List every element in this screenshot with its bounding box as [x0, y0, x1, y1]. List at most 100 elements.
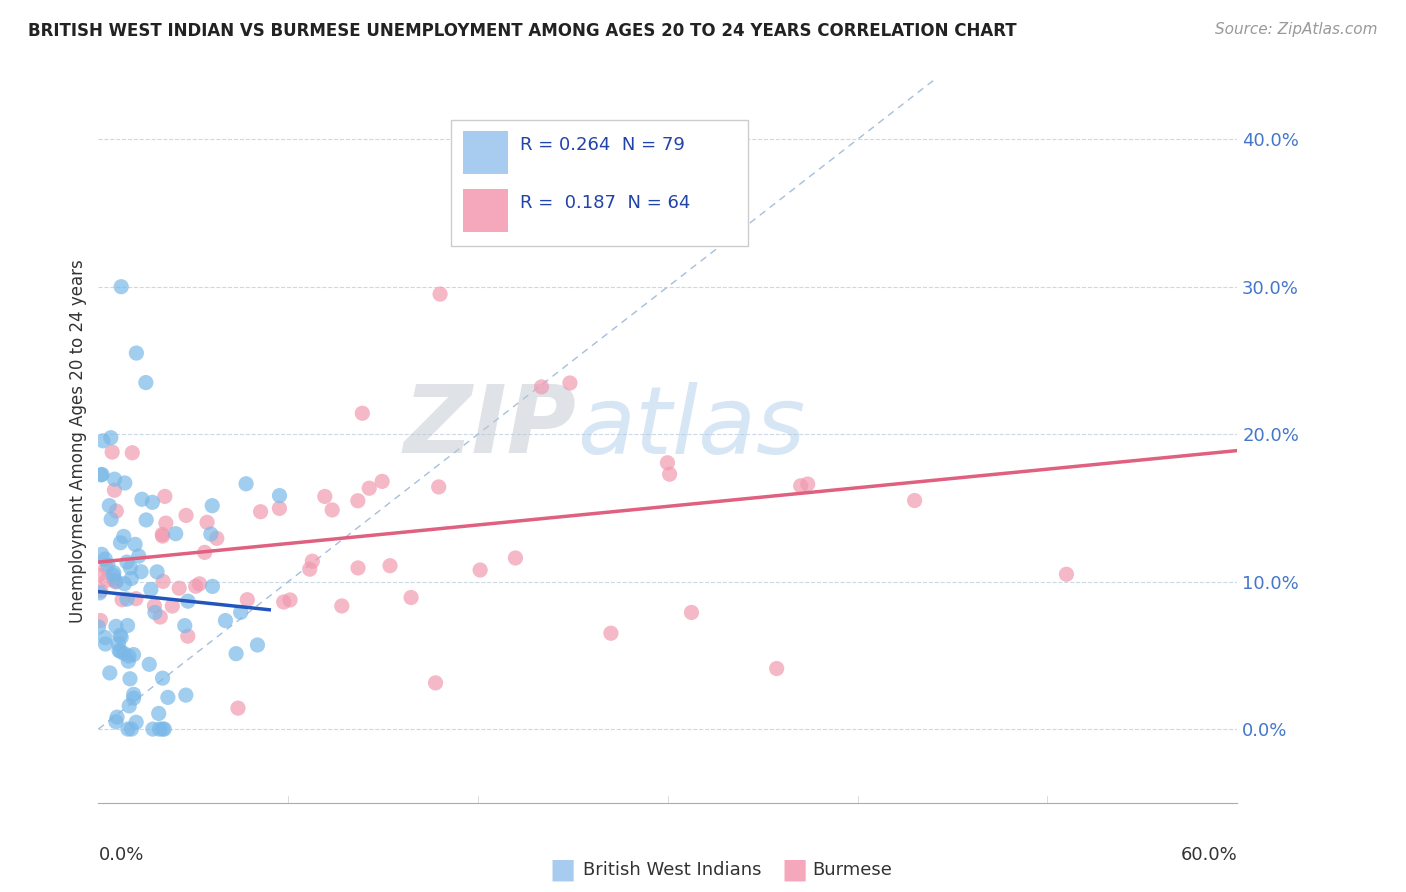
Point [112, 646, 135, 660]
Point [429, 287, 451, 301]
Point [120, 560, 142, 574]
Point [195, 516, 218, 530]
Point [148, 706, 170, 721]
Point [103, 568, 125, 582]
Point [347, 561, 370, 575]
Point [150, 527, 173, 541]
Point [94, 560, 117, 574]
Text: R = 0.264  N = 79: R = 0.264 N = 79 [520, 136, 685, 154]
Point [177, 629, 200, 643]
Point [114, 576, 136, 591]
Point [125, 346, 148, 360]
Point [148, 722, 170, 736]
Point [103, 566, 125, 580]
Point [177, 594, 200, 608]
Text: 0.0%: 0.0% [98, 847, 143, 864]
Point [120, 722, 142, 736]
Point [347, 493, 370, 508]
Point [314, 490, 336, 504]
Point [278, 593, 301, 607]
Point [108, 628, 131, 642]
Point [90, 547, 112, 561]
Point [117, 618, 139, 632]
Point [167, 581, 190, 595]
Point [115, 592, 138, 607]
Point [904, 493, 927, 508]
Point [121, 446, 143, 460]
Point [103, 472, 125, 486]
Point [427, 480, 450, 494]
Point [330, 599, 353, 613]
Point [118, 648, 141, 663]
Text: atlas: atlas [576, 382, 806, 473]
Point [188, 577, 211, 591]
Point [301, 554, 323, 568]
Point [117, 722, 139, 736]
Point [162, 599, 184, 613]
Point [152, 529, 174, 543]
Point [425, 676, 447, 690]
Point [114, 475, 136, 490]
Point [153, 490, 176, 504]
Point [91, 467, 114, 482]
Point [122, 691, 145, 706]
Point [146, 565, 169, 579]
Point [143, 606, 166, 620]
Point [399, 591, 422, 605]
Point [214, 614, 236, 628]
Point [600, 626, 623, 640]
Point [269, 489, 291, 503]
Point [104, 619, 127, 633]
Point [184, 579, 207, 593]
Point [115, 555, 138, 569]
Point [165, 526, 187, 541]
Point [110, 535, 132, 549]
Point [796, 477, 818, 491]
Point [298, 562, 321, 576]
Text: 60.0%: 60.0% [1181, 847, 1237, 864]
Point [97, 558, 120, 572]
Point [105, 710, 128, 724]
Point [125, 591, 148, 606]
Point [124, 537, 146, 551]
Point [98, 665, 121, 680]
Point [236, 592, 259, 607]
Point [110, 279, 132, 293]
Point [269, 501, 291, 516]
Point [94, 552, 117, 566]
Point [105, 504, 128, 518]
Point [128, 549, 150, 563]
Point [152, 722, 174, 736]
Point [505, 551, 527, 566]
Point [110, 644, 132, 658]
Text: Source: ZipAtlas.com: Source: ZipAtlas.com [1215, 22, 1378, 37]
Point [91, 434, 114, 448]
Point [246, 638, 269, 652]
Point [174, 508, 197, 523]
Point [658, 467, 681, 482]
Point [226, 701, 249, 715]
Point [141, 495, 163, 509]
Point [118, 672, 141, 686]
Point [101, 445, 124, 459]
Point [371, 475, 394, 489]
Point [118, 698, 141, 713]
Point [90, 467, 112, 482]
Point [87, 568, 110, 582]
Point [201, 579, 224, 593]
Point [96, 573, 118, 587]
Point [107, 637, 129, 651]
Point [249, 505, 271, 519]
Point [87, 620, 110, 634]
Bar [463, 189, 509, 232]
Point [90, 583, 112, 598]
Point [108, 643, 131, 657]
Point [638, 132, 661, 146]
Point [1056, 567, 1078, 582]
Point [129, 565, 152, 579]
Point [765, 661, 787, 675]
Point [321, 503, 343, 517]
Point [174, 688, 197, 702]
Point [273, 595, 295, 609]
Point [94, 637, 117, 651]
